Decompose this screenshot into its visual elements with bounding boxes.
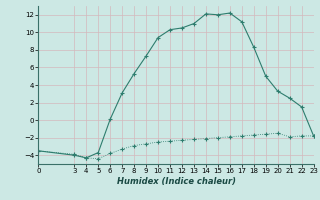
X-axis label: Humidex (Indice chaleur): Humidex (Indice chaleur) [116, 177, 236, 186]
